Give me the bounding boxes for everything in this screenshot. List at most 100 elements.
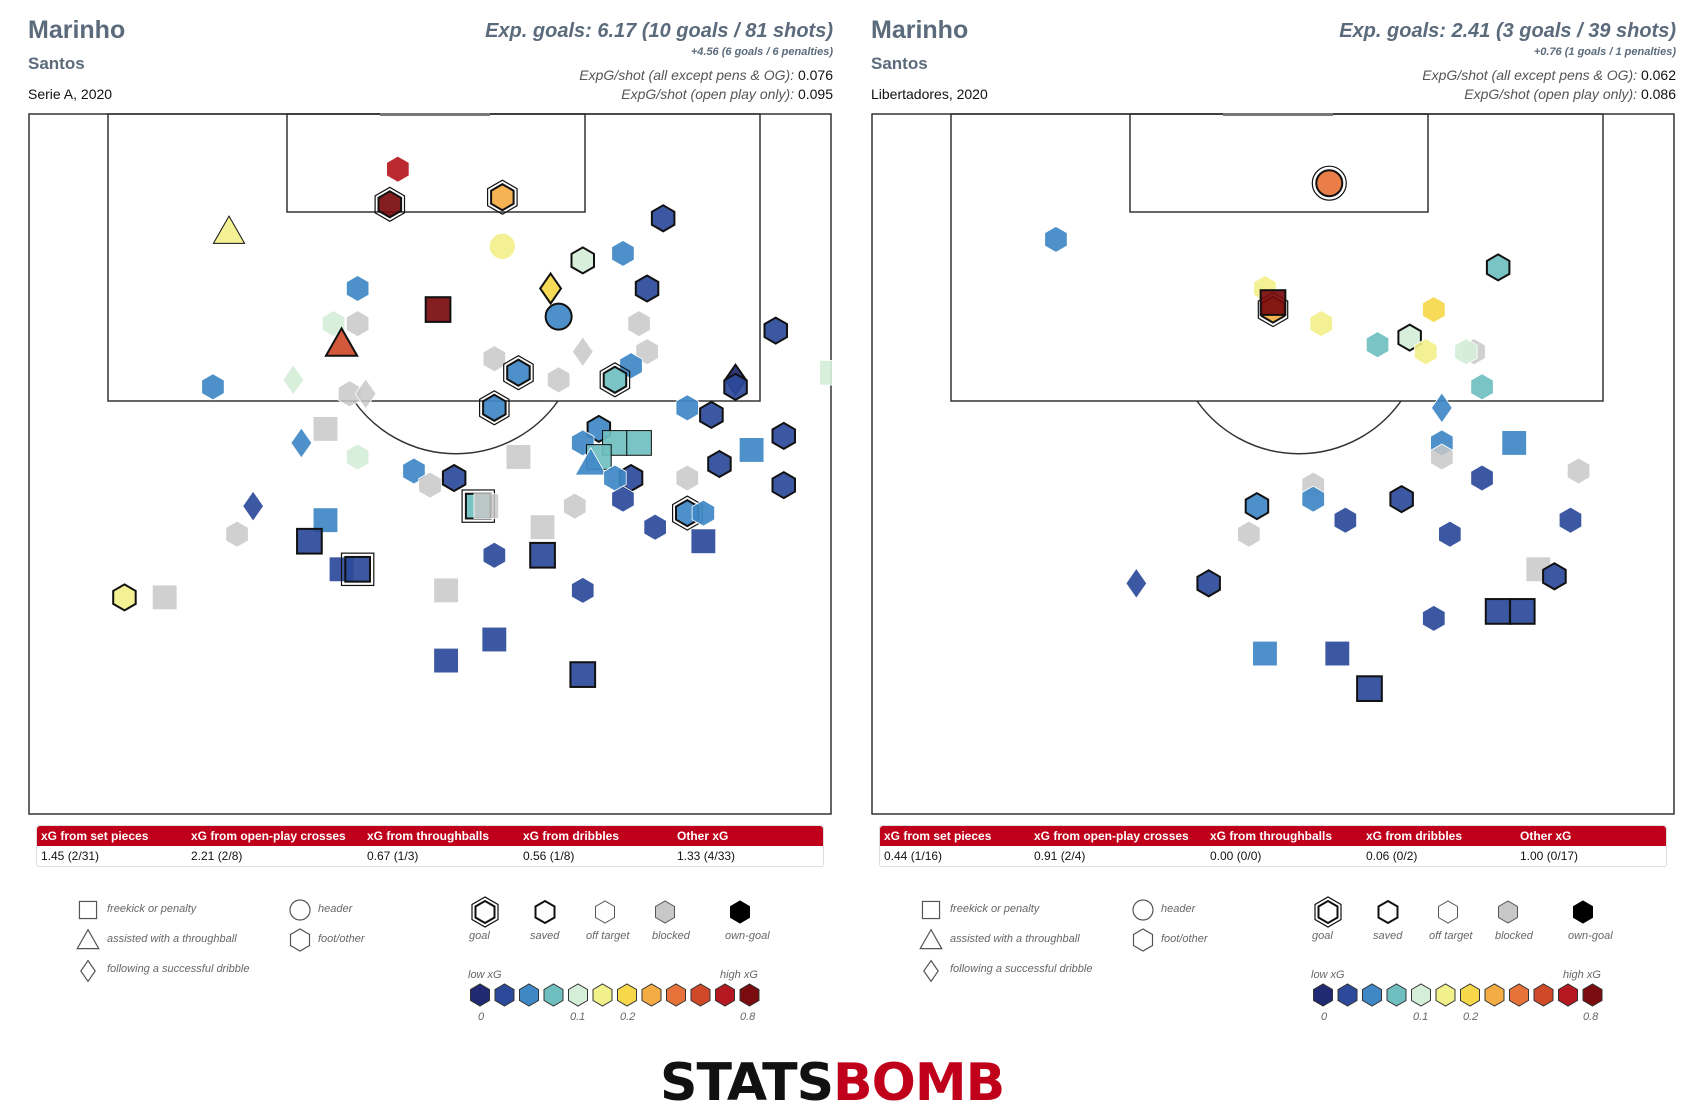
legend-shapes <box>919 896 1603 1007</box>
expg-open-play-value: 0.086 <box>1640 86 1676 102</box>
foot-shot <box>1438 520 1462 548</box>
foot-shot <box>634 274 660 303</box>
foot-shot <box>1309 310 1333 338</box>
value-crosses: 2.21 (2/8) <box>191 849 243 863</box>
foot-shot <box>627 310 651 338</box>
foot-shot <box>1414 338 1438 366</box>
foot-shot <box>345 275 370 302</box>
set-piece-shot <box>626 430 652 456</box>
foot-shot <box>201 373 225 401</box>
legend-low-xg: low xG <box>1311 969 1345 981</box>
foot-shot <box>506 358 531 387</box>
xg-scale-swatch <box>617 983 637 1007</box>
legend-goal: goal <box>1312 930 1333 942</box>
set-piece-shot <box>344 555 371 583</box>
xg-breakdown-table: xG from set pieces xG from open-play cro… <box>879 825 1667 867</box>
foot-shot <box>1365 331 1390 359</box>
legend-goal: goal <box>469 930 490 942</box>
legend-tick-08: 0.8 <box>1583 1011 1599 1023</box>
logo-bomb: BOMB <box>833 1053 1005 1113</box>
xg-scale-swatch <box>1558 983 1578 1007</box>
set-piece-shot <box>151 584 178 611</box>
saved-icon <box>1377 899 1399 925</box>
foot-shot <box>1454 338 1478 366</box>
xg-scale-swatch <box>1582 983 1603 1007</box>
goal-ring <box>479 390 510 426</box>
value-dribbles: 0.56 (1/8) <box>523 849 575 863</box>
player-name: Marinho <box>871 16 969 44</box>
legend-own-goal: own-goal <box>1568 930 1613 942</box>
foot-shot <box>699 400 724 430</box>
legend-off-target: off target <box>586 930 630 942</box>
dribble-icon <box>923 959 939 983</box>
penalty-summary: +4.56 (6 goals / 6 penalties) <box>690 46 833 58</box>
goal-ring <box>503 355 534 391</box>
value-other: 1.33 (4/33) <box>677 849 736 863</box>
set-piece-shot <box>505 444 532 470</box>
foot-shot <box>707 449 732 479</box>
value-other: 1.00 (0/17) <box>1520 849 1579 863</box>
legend-blocked: blocked <box>1495 930 1533 942</box>
header-crosses: xG from open-play crosses <box>191 829 346 843</box>
value-throughballs: 0.00 (0/0) <box>1210 849 1262 863</box>
foot-shot <box>723 372 748 401</box>
throughball-shot <box>324 326 359 357</box>
foot-shot <box>321 310 346 338</box>
legend-freekick: freekick or penalty <box>107 903 197 915</box>
dribble-shot <box>282 364 305 396</box>
competition-label: Libertadores, 2020 <box>871 86 988 102</box>
foot-icon <box>1132 928 1154 952</box>
expg-per-shot-label: ExpG/shot (all except pens & OG): <box>579 67 795 83</box>
foot-shot <box>1333 506 1358 534</box>
foot-shot <box>570 246 595 275</box>
dribble-shot <box>1125 567 1148 599</box>
expg-summary: Exp. goals: 2.41 (3 goals / 39 shots) <box>1339 20 1676 42</box>
legend-blocked: blocked <box>652 930 690 942</box>
team-name: Santos <box>28 54 85 73</box>
set-piece-shot <box>433 647 459 674</box>
xg-scale-swatch <box>739 983 760 1007</box>
statsbomb-logo: STATSBOMB <box>660 1055 1040 1111</box>
legend-saved: saved <box>1373 930 1403 942</box>
header-throughballs: xG from throughballs <box>1210 829 1333 843</box>
expg-summary: Exp. goals: 6.17 (10 goals / 81 shots) <box>485 20 833 42</box>
header-other: Other xG <box>677 829 729 843</box>
dribble-shot <box>290 427 313 459</box>
foot-shot <box>1485 253 1511 282</box>
expg-per-shot-label: ExpG/shot (all except pens & OG): <box>1422 67 1638 83</box>
set-piece-shot <box>433 577 459 604</box>
xg-scale-swatch <box>568 983 588 1007</box>
foot-shot <box>675 394 699 422</box>
blocked-icon <box>655 900 675 924</box>
foot-shot <box>1389 484 1414 514</box>
set-piece-shot <box>690 528 717 554</box>
panel-libertadores: Marinho Santos Libertadores, 2020 Exp. g… <box>843 0 1686 1040</box>
foot-shot <box>611 485 635 513</box>
own-goal-icon <box>1573 900 1593 924</box>
legend-low-xg: low xG <box>468 969 502 981</box>
expg-per-shot-value: 0.062 <box>1640 67 1676 83</box>
foot-shot <box>1301 485 1325 513</box>
dribble-shot <box>571 336 594 368</box>
header-shot <box>544 302 573 331</box>
off-target-icon <box>595 900 615 924</box>
blocked-icon <box>1498 900 1518 924</box>
foot-shot <box>1044 225 1068 253</box>
legend-own-goal: own-goal <box>725 930 770 942</box>
team-name: Santos <box>871 54 928 73</box>
foot-shot <box>1237 520 1261 548</box>
xg-breakdown-header: xG from set pieces xG from open-play cro… <box>37 826 823 846</box>
goal-ring <box>374 186 406 222</box>
foot-shot <box>763 316 788 345</box>
foot-shot <box>377 190 403 219</box>
foot-shot <box>482 393 507 422</box>
foot-shot <box>386 155 410 183</box>
xg-scale-swatch <box>519 983 539 1007</box>
expg-per-shot-value: 0.076 <box>797 67 833 83</box>
competition-label: Serie A, 2020 <box>28 86 113 102</box>
legend-tick-0: 0 <box>478 1011 485 1023</box>
header-dribbles: xG from dribbles <box>1366 829 1463 843</box>
xg-scale-swatch <box>1484 983 1505 1007</box>
legend-header: header <box>318 903 353 915</box>
foot-shot <box>650 204 676 233</box>
